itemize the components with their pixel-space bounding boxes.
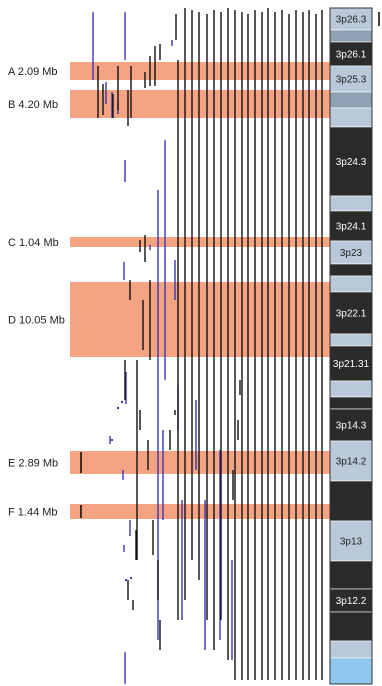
band-label: 3p14.2 [336, 457, 367, 468]
band-3p24-2 [329, 195, 373, 212]
region-f-label: F 1.44 Mb [8, 507, 58, 519]
band-3p26-1 [329, 41, 373, 67]
band-3p11-1 [329, 657, 373, 685]
band-label: 3p23 [340, 248, 363, 259]
band-label: 3p26.1 [336, 50, 367, 61]
band-3p22-2 [329, 275, 373, 293]
band-label: 3p22.1 [336, 309, 367, 320]
band-3p22-3 [329, 263, 373, 277]
region-a-highlight [70, 62, 330, 80]
band-3p12-1 [329, 611, 373, 642]
region-f-highlight [70, 504, 330, 519]
band-3p21-1 [329, 396, 373, 410]
region-e-label: E 2.89 Mb [8, 458, 58, 470]
band-label: 3p14.3 [336, 421, 367, 432]
band-3p22-1 [329, 291, 373, 335]
region-c-highlight [70, 237, 330, 247]
ideogram-outline [329, 7, 373, 685]
band-3p25-1 [329, 107, 373, 128]
deletion-dot [111, 439, 113, 441]
region-highlights [70, 62, 330, 519]
region-b-label: B 4.20 Mb [8, 99, 58, 111]
band-label: 3p25.3 [336, 75, 367, 86]
band-3p14-2 [329, 440, 373, 482]
band-3p25-2 [329, 91, 373, 109]
region-d-highlight [70, 282, 330, 357]
band-3p21-33 [329, 333, 373, 347]
band-3p14-1 [329, 480, 373, 522]
band-3p14-3 [329, 408, 373, 442]
band-label: 3p21.31 [333, 359, 370, 370]
region-e-highlight [70, 451, 330, 474]
band-label: 3p13 [340, 537, 363, 548]
band-3p24-3 [329, 126, 373, 197]
band-label: 3p24.1 [336, 222, 367, 233]
region-b-highlight [70, 90, 330, 118]
band-3p11-2 [329, 640, 373, 659]
band-3p13 [329, 520, 373, 562]
band-3p26-2 [329, 29, 373, 43]
deletion-dot [117, 407, 119, 409]
chromosome-tick [378, 12, 380, 26]
band-3p12-3 [329, 560, 373, 590]
chromosome-3p-ideogram: 3p26.3 3p26.1 3p25.3 3p24.3 3p24.1 3p23 3p22.1… [329, 7, 380, 685]
band-label: 3p26.3 [336, 15, 367, 26]
band-3p25-3 [329, 65, 373, 93]
deletion-dot [121, 401, 123, 403]
region-a-label: A 2.09 Mb [8, 66, 58, 78]
deletion-segments [92, 8, 323, 684]
band-3p24-1 [329, 210, 373, 242]
band-3p21-2 [329, 380, 373, 398]
region-c-label: C 1.04 Mb [8, 237, 59, 249]
band-label: 3p24.3 [336, 157, 367, 168]
deletion-dot [125, 579, 127, 581]
region-labels: A 2.09 Mb B 4.20 Mb C 1.04 Mb D 10.05 Mb E 2… [8, 66, 65, 519]
region-d-label: D 10.05 Mb [8, 315, 65, 327]
band-label: 3p12.2 [336, 596, 367, 607]
deletion-dot [130, 577, 132, 579]
